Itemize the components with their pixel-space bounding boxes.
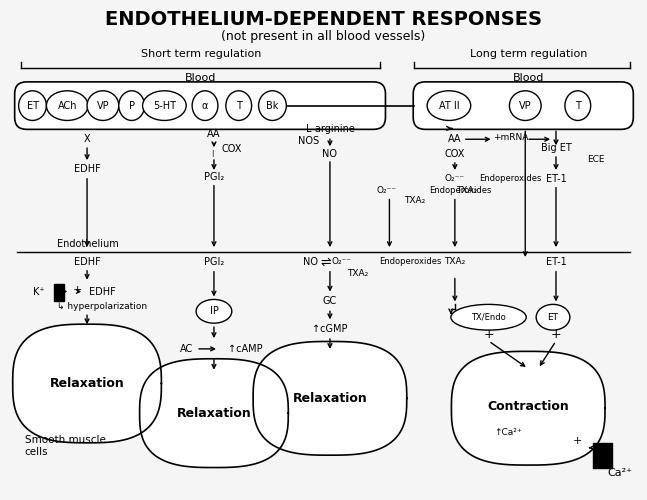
- Ellipse shape: [451, 304, 526, 330]
- Ellipse shape: [509, 91, 541, 120]
- Polygon shape: [253, 342, 407, 455]
- Text: O₂⁻⁻: O₂⁻⁻: [444, 174, 465, 184]
- Text: TX/Endo: TX/Endo: [471, 312, 506, 322]
- Text: NO: NO: [303, 257, 318, 267]
- Ellipse shape: [565, 91, 591, 120]
- FancyBboxPatch shape: [15, 82, 386, 130]
- Text: Short term regulation: Short term regulation: [141, 49, 261, 59]
- Text: +: +: [573, 436, 582, 446]
- Text: (not present in all blood vessels): (not present in all blood vessels): [221, 30, 425, 43]
- Text: +: +: [551, 328, 562, 340]
- FancyBboxPatch shape: [413, 82, 633, 130]
- Text: Ca²⁺: Ca²⁺: [607, 468, 632, 477]
- Text: NO: NO: [322, 149, 338, 159]
- Ellipse shape: [142, 91, 186, 120]
- Text: +mRNA: +mRNA: [493, 133, 528, 142]
- Text: TXA₂: TXA₂: [404, 196, 425, 205]
- Text: ⇌: ⇌: [321, 256, 331, 268]
- Text: TXA₂: TXA₂: [456, 186, 477, 195]
- Text: TXA₂: TXA₂: [347, 269, 368, 278]
- Ellipse shape: [19, 91, 47, 120]
- Text: α: α: [202, 100, 208, 110]
- Text: T: T: [575, 100, 581, 110]
- Text: Endoperoxides: Endoperoxides: [429, 186, 492, 195]
- Text: AA: AA: [448, 134, 461, 144]
- Polygon shape: [54, 284, 64, 302]
- Polygon shape: [13, 324, 161, 443]
- Text: EDHF: EDHF: [89, 286, 115, 296]
- Text: Endothelium: Endothelium: [58, 239, 119, 249]
- Text: |: |: [211, 150, 213, 156]
- Ellipse shape: [47, 91, 88, 120]
- Text: Relaxation: Relaxation: [50, 377, 124, 390]
- Text: O₂⁻⁻: O₂⁻⁻: [377, 186, 397, 195]
- Polygon shape: [140, 359, 289, 468]
- Text: Blood: Blood: [512, 73, 544, 83]
- Ellipse shape: [226, 91, 252, 120]
- Ellipse shape: [87, 91, 119, 120]
- Text: PGI₂: PGI₂: [204, 172, 224, 182]
- Text: +: +: [72, 284, 82, 294]
- Text: ↑Ca²⁺: ↑Ca²⁺: [494, 428, 522, 438]
- Text: GC: GC: [323, 296, 337, 306]
- Text: L-arginine: L-arginine: [305, 124, 355, 134]
- Text: Relaxation: Relaxation: [177, 406, 251, 420]
- Ellipse shape: [119, 91, 144, 120]
- Text: ↑cAMP: ↑cAMP: [228, 344, 263, 354]
- Text: Relaxation: Relaxation: [292, 392, 367, 405]
- Ellipse shape: [196, 300, 232, 323]
- Text: ET: ET: [547, 312, 558, 322]
- Text: P: P: [129, 100, 135, 110]
- Text: X: X: [83, 134, 91, 144]
- Text: ET: ET: [27, 100, 39, 110]
- Text: ECE: ECE: [587, 154, 604, 164]
- Text: O₂⁻⁻: O₂⁻⁻: [332, 258, 352, 266]
- Text: COX: COX: [222, 144, 242, 154]
- Text: ENDOTHELIUM-DEPENDENT RESPONSES: ENDOTHELIUM-DEPENDENT RESPONSES: [105, 10, 542, 29]
- Text: COX: COX: [444, 149, 465, 159]
- Text: Endoperoxides: Endoperoxides: [380, 258, 442, 266]
- Text: IP: IP: [210, 306, 219, 316]
- Ellipse shape: [536, 304, 570, 330]
- Text: Contraction: Contraction: [487, 400, 569, 412]
- Text: TXA₂: TXA₂: [444, 258, 465, 266]
- Text: NOS: NOS: [298, 136, 319, 146]
- Ellipse shape: [427, 91, 471, 120]
- Text: Bk: Bk: [267, 100, 279, 110]
- Text: EDHF: EDHF: [74, 257, 100, 267]
- Text: Big ET: Big ET: [541, 143, 571, 153]
- Text: ↳ hyperpolarization: ↳ hyperpolarization: [58, 302, 148, 311]
- Text: K⁺: K⁺: [32, 286, 44, 296]
- Text: Endoperoxides: Endoperoxides: [479, 174, 541, 184]
- Text: VP: VP: [96, 100, 109, 110]
- Text: AT II: AT II: [439, 100, 459, 110]
- Text: Long term regulation: Long term regulation: [470, 49, 587, 59]
- Text: 5-HT: 5-HT: [153, 100, 176, 110]
- Ellipse shape: [192, 91, 218, 120]
- Polygon shape: [452, 352, 605, 465]
- Text: Blood: Blood: [186, 73, 217, 83]
- Ellipse shape: [259, 91, 287, 120]
- Text: T: T: [236, 100, 242, 110]
- Text: PGI₂: PGI₂: [204, 257, 224, 267]
- Text: ET-1: ET-1: [545, 174, 566, 184]
- Text: Smooth muscle
cells: Smooth muscle cells: [25, 435, 105, 456]
- Text: AC: AC: [180, 344, 193, 354]
- Text: EDHF: EDHF: [74, 164, 100, 174]
- Text: AA: AA: [207, 130, 221, 140]
- Text: +: +: [483, 328, 494, 340]
- Text: ↑cGMP: ↑cGMP: [313, 324, 347, 334]
- Text: ACh: ACh: [58, 100, 77, 110]
- Text: ET-1: ET-1: [545, 257, 566, 267]
- Polygon shape: [593, 443, 613, 468]
- Text: VP: VP: [519, 100, 532, 110]
